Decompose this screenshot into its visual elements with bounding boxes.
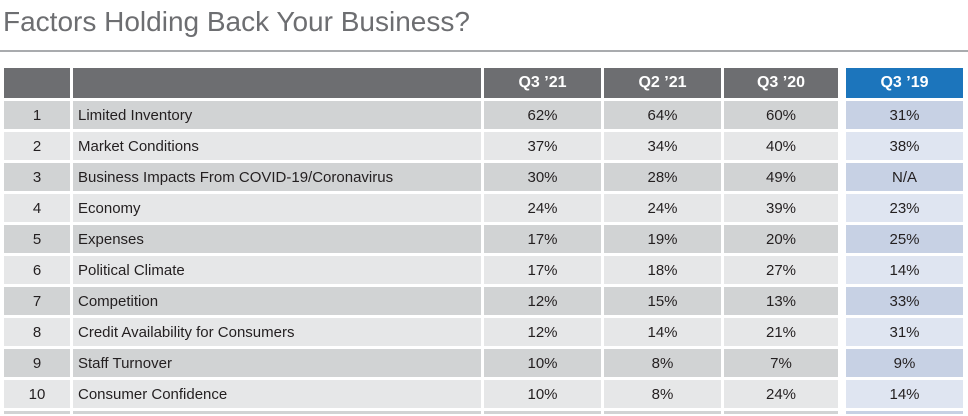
row-column-spacer <box>841 287 843 315</box>
row-value-q3-19: 14% <box>846 380 963 408</box>
row-value-q3-19: N/A <box>846 163 963 191</box>
row-rank: 7 <box>4 287 70 315</box>
cropped-row-sliver <box>4 411 70 414</box>
row-value-q3-20: 24% <box>724 380 838 408</box>
row-value-q2-21: 14% <box>604 318 721 346</box>
row-value-q3-20: 27% <box>724 256 838 284</box>
row-rank: 1 <box>4 101 70 129</box>
row-value-q3-21: 30% <box>484 163 601 191</box>
row-column-spacer <box>841 194 843 222</box>
row-value-q2-21: 8% <box>604 349 721 377</box>
column-header-q3-20: Q3 ’20 <box>724 68 838 98</box>
cropped-row-sliver <box>846 411 963 414</box>
row-value-q3-21: 12% <box>484 318 601 346</box>
column-header-q3-19: Q3 ’19 <box>846 68 963 98</box>
row-rank: 10 <box>4 380 70 408</box>
row-column-spacer <box>841 318 843 346</box>
row-column-spacer <box>841 163 843 191</box>
factors-table: Q3 ’21 Q2 ’21 Q3 ’20 Q3 ’19 1 Limited Inv… <box>4 68 963 414</box>
row-rank: 4 <box>4 194 70 222</box>
cropped-row-sliver <box>73 411 481 414</box>
row-value-q2-21: 15% <box>604 287 721 315</box>
row-column-spacer <box>841 225 843 253</box>
row-rank: 2 <box>4 132 70 160</box>
row-value-q3-20: 20% <box>724 225 838 253</box>
row-value-q3-21: 37% <box>484 132 601 160</box>
row-factor: Competition <box>73 287 481 315</box>
row-factor: Market Conditions <box>73 132 481 160</box>
row-value-q3-20: 40% <box>724 132 838 160</box>
column-header-q3-21: Q3 ’21 <box>484 68 601 98</box>
row-column-spacer <box>841 132 843 160</box>
row-value-q3-19: 31% <box>846 318 963 346</box>
row-factor: Limited Inventory <box>73 101 481 129</box>
row-factor: Consumer Confidence <box>73 380 481 408</box>
header-rank-cell <box>4 68 70 98</box>
row-factor: Economy <box>73 194 481 222</box>
row-factor: Credit Availability for Consumers <box>73 318 481 346</box>
column-header-q2-21: Q2 ’21 <box>604 68 721 98</box>
row-factor: Business Impacts From COVID-19/Coronavir… <box>73 163 481 191</box>
row-value-q3-19: 23% <box>846 194 963 222</box>
row-factor: Expenses <box>73 225 481 253</box>
row-column-spacer <box>841 101 843 129</box>
row-value-q3-19: 9% <box>846 349 963 377</box>
cropped-row-sliver <box>841 411 843 414</box>
row-value-q3-21: 62% <box>484 101 601 129</box>
row-factor: Political Climate <box>73 256 481 284</box>
cropped-row-sliver <box>484 411 601 414</box>
row-column-spacer <box>841 380 843 408</box>
row-rank: 9 <box>4 349 70 377</box>
row-value-q3-20: 21% <box>724 318 838 346</box>
row-value-q3-19: 14% <box>846 256 963 284</box>
row-rank: 6 <box>4 256 70 284</box>
row-value-q2-21: 28% <box>604 163 721 191</box>
row-value-q3-19: 25% <box>846 225 963 253</box>
row-factor: Staff Turnover <box>73 349 481 377</box>
row-value-q3-19: 38% <box>846 132 963 160</box>
row-value-q3-21: 10% <box>484 380 601 408</box>
row-value-q2-21: 8% <box>604 380 721 408</box>
header-column-spacer <box>841 68 843 98</box>
row-value-q2-21: 19% <box>604 225 721 253</box>
row-value-q3-20: 60% <box>724 101 838 129</box>
cropped-row-sliver <box>604 411 721 414</box>
row-column-spacer <box>841 256 843 284</box>
header-factor-cell <box>73 68 481 98</box>
row-value-q3-19: 33% <box>846 287 963 315</box>
row-value-q3-20: 39% <box>724 194 838 222</box>
row-value-q3-21: 17% <box>484 256 601 284</box>
row-value-q3-20: 7% <box>724 349 838 377</box>
row-value-q3-21: 12% <box>484 287 601 315</box>
page-title: Factors Holding Back Your Business? <box>3 6 470 37</box>
row-value-q3-20: 13% <box>724 287 838 315</box>
row-value-q2-21: 64% <box>604 101 721 129</box>
row-rank: 8 <box>4 318 70 346</box>
row-rank: 5 <box>4 225 70 253</box>
title-divider <box>0 50 968 52</box>
cropped-row-sliver <box>724 411 838 414</box>
row-value-q2-21: 18% <box>604 256 721 284</box>
row-value-q3-19: 31% <box>846 101 963 129</box>
row-value-q3-21: 10% <box>484 349 601 377</box>
row-rank: 3 <box>4 163 70 191</box>
row-value-q2-21: 24% <box>604 194 721 222</box>
row-column-spacer <box>841 349 843 377</box>
row-value-q3-21: 24% <box>484 194 601 222</box>
row-value-q3-21: 17% <box>484 225 601 253</box>
row-value-q3-20: 49% <box>724 163 838 191</box>
row-value-q2-21: 34% <box>604 132 721 160</box>
